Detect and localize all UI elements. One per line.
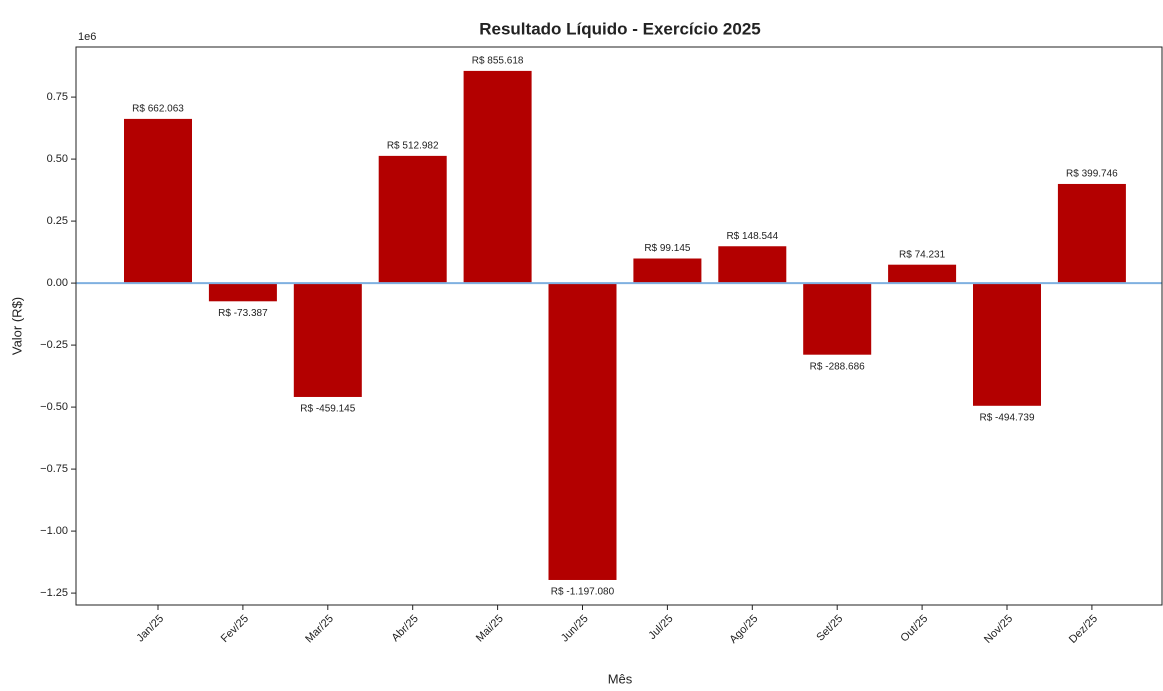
x-tick-label: Abr/25	[389, 613, 420, 644]
value-label: R$ 74.231	[899, 249, 946, 260]
value-label: R$ 399.746	[1066, 169, 1118, 180]
bar	[293, 283, 362, 397]
x-tick-label: Set/25	[814, 613, 845, 644]
value-label: R$ 99.145	[644, 243, 691, 254]
x-tick-label: Fev/25	[219, 613, 251, 645]
y-tick-label: −1.25	[40, 587, 68, 599]
y-tick-label: 0.50	[47, 153, 68, 165]
bar	[718, 246, 787, 284]
bar	[1057, 183, 1126, 284]
offset-label: 1e6	[78, 31, 96, 43]
x-tick-label: Nov/25	[982, 613, 1015, 646]
plot-frame	[75, 46, 1163, 606]
x-tick-label: Out/25	[898, 613, 930, 645]
x-tick-label: Jan/25	[134, 613, 166, 645]
bar	[973, 283, 1041, 406]
y-tick-label: −0.25	[40, 339, 68, 351]
y-tick-label: 0.25	[47, 215, 68, 227]
bar	[208, 283, 277, 302]
x-axis-label: Mês	[608, 671, 633, 686]
y-tick-label: 0.75	[47, 91, 68, 103]
bar	[378, 155, 447, 284]
bar	[803, 283, 872, 355]
y-tick-label: −0.75	[40, 463, 68, 475]
value-label: R$ 148.544	[726, 231, 778, 242]
x-tick-label: Jul/25	[646, 613, 675, 642]
x-tick-label: Jun/25	[559, 613, 591, 645]
y-tick-label: −1.00	[40, 525, 68, 537]
value-label: R$ 855.618	[472, 56, 524, 67]
y-tick-label: −0.50	[40, 401, 68, 413]
x-tick-label: Ago/25	[727, 613, 760, 646]
value-label: R$ -1.197.080	[551, 587, 615, 598]
bar	[463, 70, 532, 284]
bar	[888, 264, 957, 284]
value-label: R$ -494.739	[979, 412, 1034, 423]
y-axis-label: Valor (R$)	[9, 297, 24, 355]
x-tick-label: Mai/25	[474, 613, 506, 645]
x-tick-label: Mar/25	[303, 613, 336, 646]
bar	[633, 258, 702, 284]
bar	[124, 118, 192, 284]
value-label: R$ -73.387	[218, 308, 268, 319]
chart-title: Resultado Líquido - Exercício 2025	[479, 19, 761, 38]
x-tick-label: Dez/25	[1067, 613, 1100, 646]
value-label: R$ -459.145	[300, 404, 355, 415]
bar	[548, 283, 617, 580]
value-label: R$ 512.982	[387, 141, 439, 152]
value-label: R$ 662.063	[132, 104, 184, 115]
y-tick-label: 0.00	[47, 277, 68, 289]
value-label: R$ -288.686	[810, 361, 865, 372]
